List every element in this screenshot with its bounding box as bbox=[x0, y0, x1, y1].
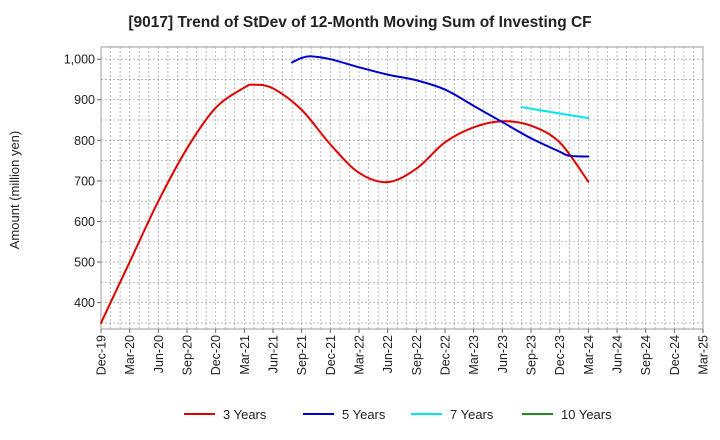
y-tick-label: 500 bbox=[74, 256, 95, 270]
series-line-5-years bbox=[291, 55, 590, 158]
x-tick-label: Sep-24 bbox=[639, 335, 653, 375]
x-tick-label: Dec-20 bbox=[209, 335, 223, 375]
x-tick-label: Jun-24 bbox=[611, 335, 625, 373]
y-tick-label: 800 bbox=[74, 134, 95, 148]
x-tick-label: Jun-20 bbox=[152, 335, 166, 373]
x-tick-label: Dec-23 bbox=[553, 335, 567, 375]
plot-area bbox=[100, 46, 704, 330]
x-tick-label: Sep-23 bbox=[525, 335, 539, 375]
y-tick-label: 900 bbox=[74, 93, 95, 107]
x-tick-label: Sep-21 bbox=[295, 335, 309, 375]
x-tick-label: Mar-22 bbox=[353, 335, 367, 375]
legend-label-5-years: 5 Years bbox=[342, 407, 386, 422]
x-tick-label: Dec-21 bbox=[324, 335, 338, 375]
x-tick-label: Jun-23 bbox=[496, 335, 510, 373]
chart-title: [9017] Trend of StDev of 12-Month Moving… bbox=[128, 14, 591, 31]
y-axis: 400 500 600 700 800 900 1,000 bbox=[64, 53, 101, 310]
series-lines bbox=[100, 55, 590, 324]
y-tick-label: 1,000 bbox=[64, 53, 95, 67]
x-tick-label: Mar-21 bbox=[238, 335, 252, 375]
x-tick-label: Dec-19 bbox=[95, 335, 109, 375]
y-tick-label: 400 bbox=[74, 296, 95, 310]
x-tick-label: Dec-24 bbox=[668, 335, 682, 375]
grid bbox=[100, 47, 704, 329]
series-line-7-years bbox=[520, 106, 590, 120]
x-tick-label: Mar-25 bbox=[697, 335, 711, 375]
x-tick-label: Mar-23 bbox=[467, 335, 481, 375]
legend-label-10-years: 10 Years bbox=[561, 407, 612, 422]
x-tick-label: Jun-21 bbox=[267, 335, 281, 373]
x-tick-label: Jun-22 bbox=[381, 335, 395, 373]
x-tick-label: Sep-22 bbox=[410, 335, 424, 375]
y-tick-label: 700 bbox=[74, 174, 95, 188]
legend: 3 Years 5 Years 7 Years 10 Years bbox=[184, 407, 612, 422]
y-tick-label: 600 bbox=[74, 215, 95, 229]
legend-label-7-years: 7 Years bbox=[450, 407, 494, 422]
legend-label-3-years: 3 Years bbox=[223, 407, 267, 422]
x-tick-label: Dec-22 bbox=[439, 335, 453, 375]
x-tick-label: Sep-20 bbox=[181, 335, 195, 375]
x-tick-label: Mar-20 bbox=[123, 335, 137, 375]
x-axis: Dec-19 Mar-20 Jun-20 Sep-20 Dec-20 Mar-21 Jun-… bbox=[95, 329, 711, 375]
x-tick-label: Mar-24 bbox=[582, 335, 596, 375]
y-axis-label: Amount (million yen) bbox=[7, 131, 22, 250]
